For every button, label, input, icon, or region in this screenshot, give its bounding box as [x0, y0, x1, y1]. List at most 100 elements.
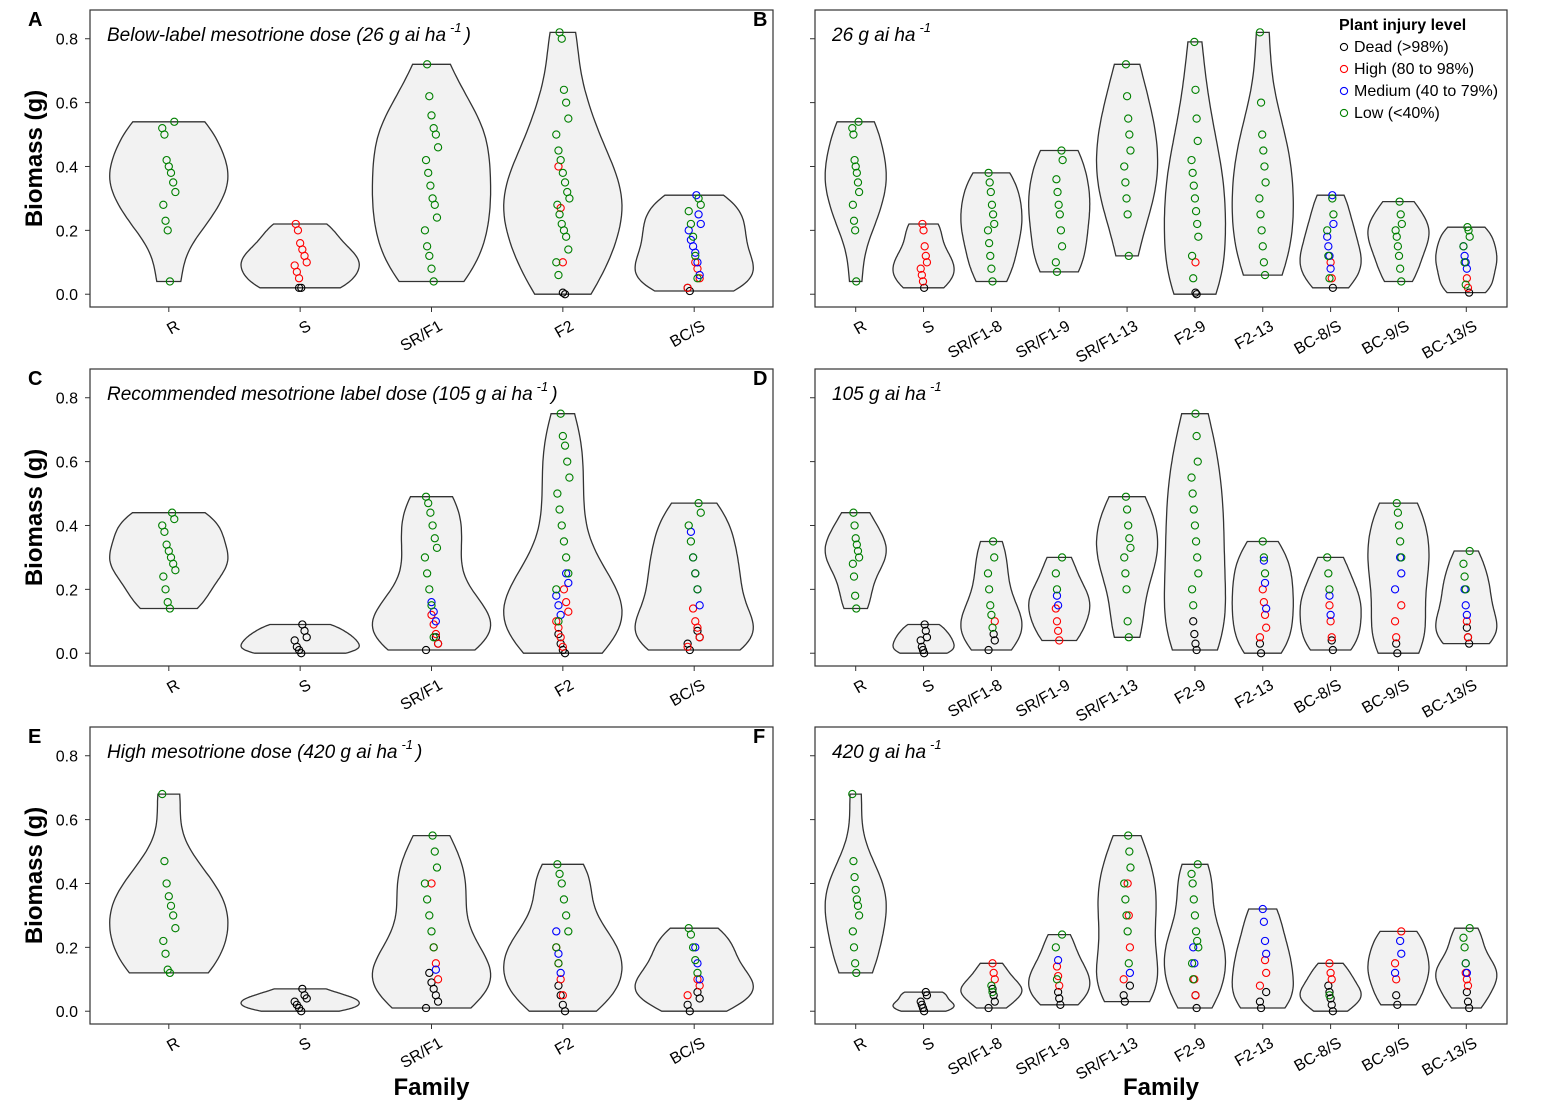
data-point	[1324, 981, 1333, 990]
data-point	[1394, 251, 1404, 261]
data-point	[427, 879, 436, 888]
y-tick-label: 0.6	[56, 455, 78, 472]
data-point	[425, 585, 434, 594]
violin	[1231, 540, 1294, 654]
violin	[824, 793, 887, 974]
data-point	[1189, 274, 1198, 283]
data-point	[1324, 242, 1333, 251]
x-tick-label: F2-13	[1232, 318, 1277, 354]
violin	[371, 834, 492, 1009]
data-point	[848, 927, 858, 936]
data-point	[428, 521, 437, 530]
data-point	[559, 895, 569, 904]
data-point	[1121, 178, 1130, 187]
violin	[1367, 200, 1430, 283]
data-point	[918, 277, 928, 286]
data-point	[1460, 258, 1469, 267]
data-point	[1124, 521, 1133, 530]
data-point	[1191, 85, 1200, 94]
data-point	[1459, 242, 1468, 251]
data-point	[1260, 270, 1270, 280]
x-tick-label: SR/F1-8	[945, 1035, 1005, 1080]
panel-title: High mesotrione dose (420 g ai ha -1)	[107, 737, 422, 763]
x-tick-label: SR/F1	[398, 677, 446, 714]
data-point	[420, 226, 430, 235]
data-point	[159, 200, 168, 209]
title-superscript: -1	[930, 379, 942, 394]
legend-label: Medium (40 to 79%)	[1354, 83, 1498, 100]
data-point	[429, 943, 438, 952]
data-point	[1191, 537, 1201, 546]
data-point	[1192, 290, 1201, 299]
data-point	[298, 984, 307, 994]
y-tick-label: 0.8	[56, 391, 78, 408]
panel: B 26 g ai ha -1 R S SR/F1-8 SR/F1-9 SR/F1-13 F2-…	[753, 9, 1508, 367]
data-point	[427, 264, 436, 273]
data-point	[1187, 473, 1196, 482]
data-point	[1326, 968, 1335, 978]
data-point	[849, 508, 858, 517]
y-tick-label: 0.0	[56, 1004, 78, 1021]
violin	[1435, 927, 1498, 1009]
data-point	[1189, 975, 1198, 984]
data-point	[1256, 98, 1266, 107]
data-point	[1323, 553, 1332, 562]
data-point	[1323, 232, 1332, 241]
data-point	[693, 968, 702, 978]
data-point	[167, 508, 177, 517]
x-tick-label: SR/F1-9	[1013, 318, 1073, 363]
violin	[240, 988, 360, 1012]
data-point	[1124, 633, 1133, 642]
data-point	[921, 626, 930, 636]
data-point	[1262, 968, 1271, 978]
violin	[1435, 226, 1498, 294]
data-point	[427, 597, 436, 607]
data-point	[1324, 569, 1333, 578]
violin	[240, 223, 360, 289]
data-point	[1464, 288, 1474, 297]
data-point	[1058, 155, 1067, 165]
data-point	[1194, 569, 1203, 578]
data-point	[433, 639, 443, 648]
x-tick-label: BC-9/S	[1359, 677, 1412, 718]
data-point	[850, 521, 859, 530]
data-point	[1255, 633, 1265, 642]
data-point	[918, 219, 927, 229]
x-tick-label: BC/S	[667, 1035, 708, 1068]
x-tick-label: BC/S	[667, 318, 708, 351]
data-point	[552, 617, 561, 626]
data-point	[290, 997, 299, 1006]
data-point	[1187, 251, 1197, 261]
data-point	[990, 636, 999, 645]
x-tick-label: BC-13/S	[1419, 318, 1480, 363]
title-superscript: -1	[919, 20, 931, 35]
data-point	[1124, 251, 1133, 261]
data-point	[1051, 943, 1060, 952]
data-point	[1465, 924, 1474, 933]
data-point	[427, 927, 436, 936]
data-point	[1190, 194, 1200, 203]
data-point	[990, 997, 999, 1006]
violin	[960, 172, 1023, 283]
data-point	[848, 200, 858, 209]
data-point	[849, 216, 859, 225]
data-point	[554, 601, 563, 610]
x-tick-label: S	[296, 318, 314, 338]
data-point	[1124, 114, 1133, 123]
data-point	[1260, 955, 1270, 965]
data-point	[1191, 409, 1200, 418]
violin	[109, 793, 229, 974]
data-point	[920, 620, 929, 629]
data-point	[552, 943, 561, 952]
data-point	[558, 991, 567, 1000]
data-point	[1392, 991, 1401, 1000]
data-point	[1327, 636, 1336, 645]
data-point	[163, 597, 172, 607]
data-point	[1325, 585, 1334, 594]
plot-frame	[814, 368, 1508, 667]
data-point	[426, 508, 435, 517]
data-point	[1395, 264, 1405, 273]
data-point	[1259, 146, 1268, 155]
panel-label: B	[753, 9, 767, 31]
data-point	[1193, 136, 1202, 146]
